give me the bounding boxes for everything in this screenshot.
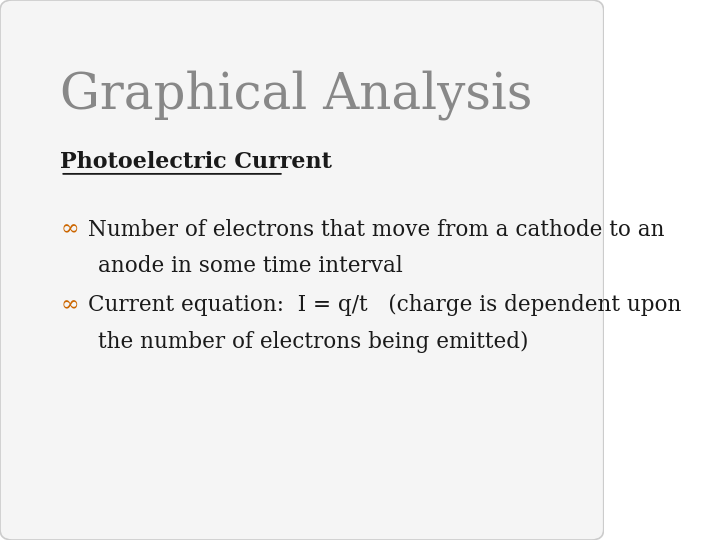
Text: Photoelectric Current: Photoelectric Current: [60, 151, 332, 173]
Text: Current equation:  I = q/t   (charge is dependent upon: Current equation: I = q/t (charge is dep…: [88, 294, 681, 316]
Text: the number of electrons being emitted): the number of electrons being emitted): [99, 331, 529, 353]
Text: ∞: ∞: [60, 294, 79, 316]
Text: Graphical Analysis: Graphical Analysis: [60, 70, 533, 120]
Text: Number of electrons that move from a cathode to an: Number of electrons that move from a cat…: [88, 219, 664, 241]
FancyBboxPatch shape: [0, 0, 603, 540]
Text: ∞: ∞: [60, 219, 79, 241]
Text: anode in some time interval: anode in some time interval: [99, 255, 403, 278]
